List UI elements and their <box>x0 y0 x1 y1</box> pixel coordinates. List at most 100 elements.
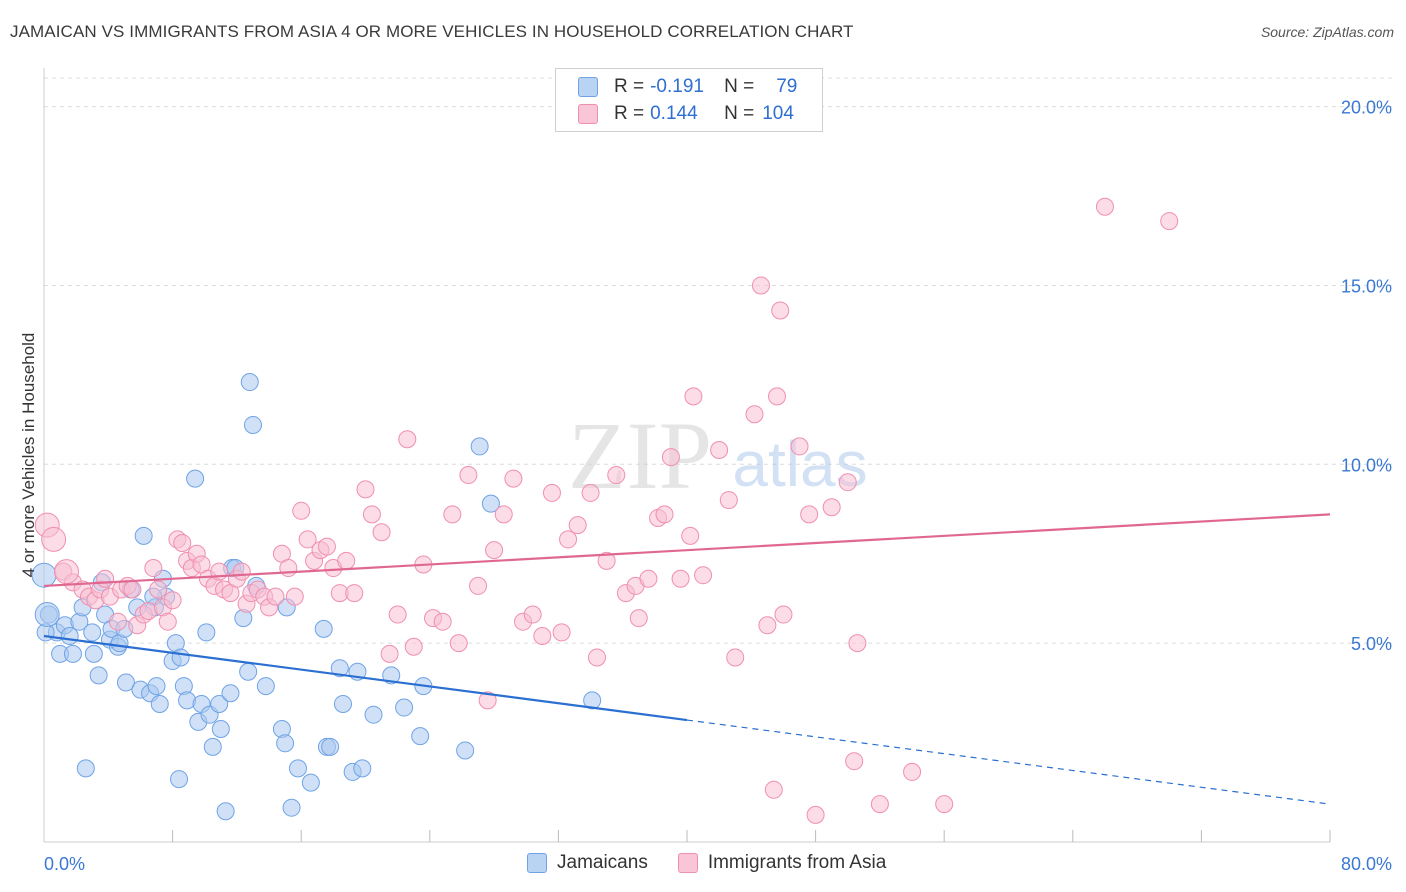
legend-item-jamaicans: Jamaicans <box>527 852 648 874</box>
source-label: Source: ZipAtlas.com <box>1260 24 1394 40</box>
asia-point <box>607 466 626 485</box>
legend-label-jamaicans: Jamaicans <box>557 852 648 873</box>
tick-labels: 5.0% 10.0% 15.0% 20.0% 0.0% 80.0% <box>44 98 1392 874</box>
asia-point <box>568 516 587 535</box>
asia-point <box>559 530 578 549</box>
jamaican-point <box>276 734 295 753</box>
asia-trend-line <box>43 513 1331 588</box>
asia-point <box>232 562 251 581</box>
legend-swatch-asia <box>578 104 598 124</box>
asia-point <box>523 605 542 624</box>
jamaican-trend-line-extension <box>686 719 1331 805</box>
jamaican-point <box>243 415 262 434</box>
asia-point <box>380 644 399 663</box>
jamaican-point <box>301 773 320 792</box>
asia-point <box>671 569 690 588</box>
asia-point <box>459 466 478 485</box>
asia-point <box>96 569 115 588</box>
asia-point <box>806 805 825 824</box>
jamaican-point <box>60 627 79 645</box>
jamaican-point <box>282 798 301 817</box>
asia-point <box>726 648 745 667</box>
asia-point <box>478 691 497 710</box>
legend-label-asia: Immigrants from Asia <box>707 852 887 873</box>
jamaican-point <box>147 677 166 696</box>
jamaican-point <box>186 469 205 488</box>
legend-swatch-jamaicans <box>527 853 547 873</box>
legend-n-label: N = <box>724 76 755 97</box>
asia-point <box>404 637 423 656</box>
jamaican-point <box>170 770 189 789</box>
legend-r-value: -0.191 <box>650 76 704 97</box>
asia-point <box>581 483 600 502</box>
asia-point <box>838 473 857 492</box>
jamaican-point <box>150 694 169 713</box>
asia-point <box>710 441 729 459</box>
asia-point <box>485 541 504 560</box>
jamaican-point <box>256 677 275 696</box>
asia-point <box>398 430 417 449</box>
asia-point <box>372 523 391 542</box>
stats-legend: R = -0.191 N = 79 R = 0.144 N = 104 <box>555 68 823 132</box>
asia-point <box>356 480 375 499</box>
asia-point <box>935 795 954 814</box>
asia-point <box>774 605 793 624</box>
data-points <box>31 197 1179 824</box>
asia-point <box>298 530 317 549</box>
asia-point <box>533 627 552 645</box>
asia-point <box>173 534 192 552</box>
asia-point <box>337 551 356 570</box>
asia-point <box>158 612 177 631</box>
jamaican-point <box>83 623 102 642</box>
legend-row-asia: R = 0.144 N = 104 <box>578 101 794 127</box>
jamaican-point <box>288 759 307 778</box>
asia-point <box>655 505 674 524</box>
chart-title: JAMAICAN VS IMMIGRANTS FROM ASIA 4 OR MO… <box>10 22 854 41</box>
asia-point <box>449 634 468 653</box>
asia-point <box>745 405 764 424</box>
jamaican-point <box>34 602 60 628</box>
asia-point <box>629 609 648 628</box>
jamaican-point <box>395 698 414 717</box>
grid-lines <box>44 77 1392 644</box>
asia-point <box>845 752 864 771</box>
x-tick-label: 0.0% <box>44 854 85 874</box>
jamaican-point <box>411 727 430 746</box>
asia-point <box>719 491 738 510</box>
asia-point <box>362 505 381 524</box>
asia-point <box>758 616 777 635</box>
asia-point <box>279 559 298 578</box>
asia-point <box>41 526 67 552</box>
jamaican-point <box>84 644 103 663</box>
asia-point <box>266 587 285 606</box>
asia-point <box>681 526 700 545</box>
jamaican-point <box>134 526 153 545</box>
jamaican-point <box>364 705 383 724</box>
legend-r-label: R = <box>614 103 645 124</box>
jamaican-point <box>203 737 222 756</box>
asia-point <box>292 501 311 520</box>
asia-point <box>764 780 783 799</box>
asia-point <box>144 559 163 578</box>
asia-point <box>694 566 713 585</box>
jamaican-point <box>470 437 489 456</box>
asia-point <box>597 551 616 570</box>
jamaican-point <box>89 666 108 685</box>
asia-point <box>345 584 364 603</box>
legend-item-asia: Immigrants from Asia <box>677 852 887 874</box>
jamaican-point <box>481 494 500 513</box>
asia-point <box>443 505 462 524</box>
jamaican-point <box>583 691 602 710</box>
jamaican-point <box>211 720 230 738</box>
y-tick-label: 5.0% <box>1351 634 1392 654</box>
jamaican-point <box>76 759 95 778</box>
asia-point <box>790 437 809 456</box>
jamaican-point <box>221 684 240 703</box>
asia-point <box>751 276 770 295</box>
asia-point <box>542 483 561 502</box>
jamaican-point <box>216 802 235 821</box>
asia-point <box>639 569 658 588</box>
asia-point <box>1160 212 1179 231</box>
jamaican-point <box>314 619 333 638</box>
